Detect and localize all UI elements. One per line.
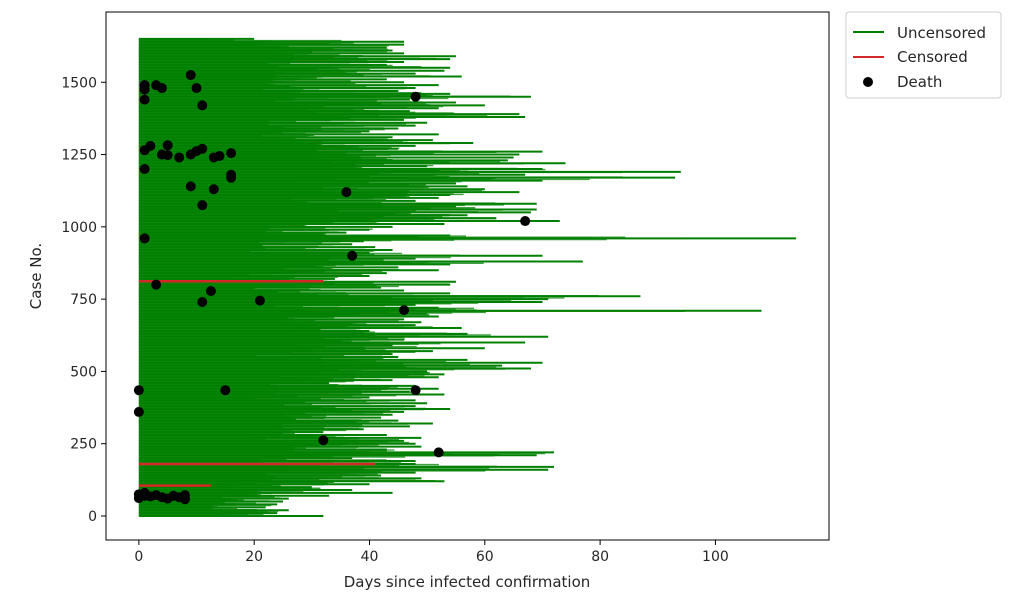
y-axis-ticks: 0 250 500 750 1000 1250 1500 [61,75,106,525]
death-series [133,70,531,505]
x-tick-label: 0 [134,549,143,565]
death-point [520,216,531,227]
y-tick-label: 1500 [61,75,97,91]
death-point [410,91,421,102]
death-point [197,143,208,154]
plot-area [133,37,797,517]
x-tick-label: 100 [702,549,729,565]
death-point [214,151,225,161]
y-tick-label: 250 [70,437,97,453]
legend: Uncensored Censored Death [845,11,1002,99]
x-axis-label: Days since infected confirmation [344,573,591,591]
death-point [226,148,237,159]
y-axis-label: Case No. [27,243,45,309]
death-point [318,435,329,446]
death-point [208,184,219,195]
x-tick-label: 60 [476,549,494,565]
y-tick-label: 750 [70,292,97,308]
death-point [139,233,150,244]
legend-uncensored-label: Uncensored [897,24,986,42]
death-point [191,83,202,94]
death-point [174,152,185,163]
y-tick-label: 500 [70,364,97,380]
uncensored-series [138,37,797,517]
death-point [341,187,352,198]
censored-series [138,279,376,487]
death-point [151,279,162,290]
death-point [347,250,358,261]
death-point [197,297,208,308]
death-point [185,70,196,81]
x-tick-label: 40 [361,549,379,565]
death-point [254,295,265,306]
y-tick-label: 1250 [61,148,97,164]
death-point [197,200,208,211]
death-point [179,494,190,505]
legend-death-label: Death [897,73,942,91]
x-tick-label: 80 [591,549,609,565]
legend-death-swatch [863,77,873,87]
legend-frame [845,11,1002,99]
death-point [133,385,144,396]
x-axis-ticks: 0 20 40 60 80 100 [134,540,729,565]
death-point [156,83,167,94]
death-point [139,80,150,91]
death-point [399,305,410,316]
x-tick-label: 20 [245,549,263,565]
death-point [197,100,208,111]
y-tick-label: 1000 [61,220,97,236]
death-point [226,169,237,180]
death-point [145,140,156,151]
death-point [410,385,421,396]
death-point [185,181,196,192]
death-point [220,385,231,396]
death-point [162,150,173,161]
death-point [139,94,150,105]
death-point [205,286,216,297]
plot-frame [105,11,830,541]
y-tick-label: 0 [88,509,97,525]
death-point [139,164,150,175]
death-point [433,447,444,458]
death-point [162,140,173,151]
legend-censored-label: Censored [897,48,968,66]
death-point [139,487,150,498]
death-point [133,406,144,417]
